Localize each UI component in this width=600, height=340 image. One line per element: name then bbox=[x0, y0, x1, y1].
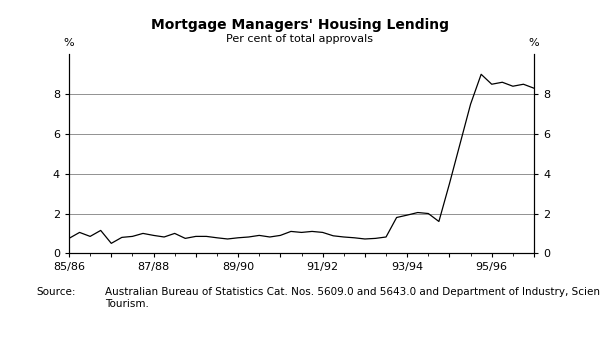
Text: Per cent of total approvals: Per cent of total approvals bbox=[227, 34, 373, 44]
Text: Australian Bureau of Statistics Cat. Nos. 5609.0 and 5643.0 and Department of In: Australian Bureau of Statistics Cat. Nos… bbox=[105, 287, 600, 309]
Text: Source:: Source: bbox=[36, 287, 76, 297]
Text: %: % bbox=[64, 38, 74, 48]
Text: %: % bbox=[529, 38, 539, 48]
Text: Mortgage Managers' Housing Lending: Mortgage Managers' Housing Lending bbox=[151, 18, 449, 32]
